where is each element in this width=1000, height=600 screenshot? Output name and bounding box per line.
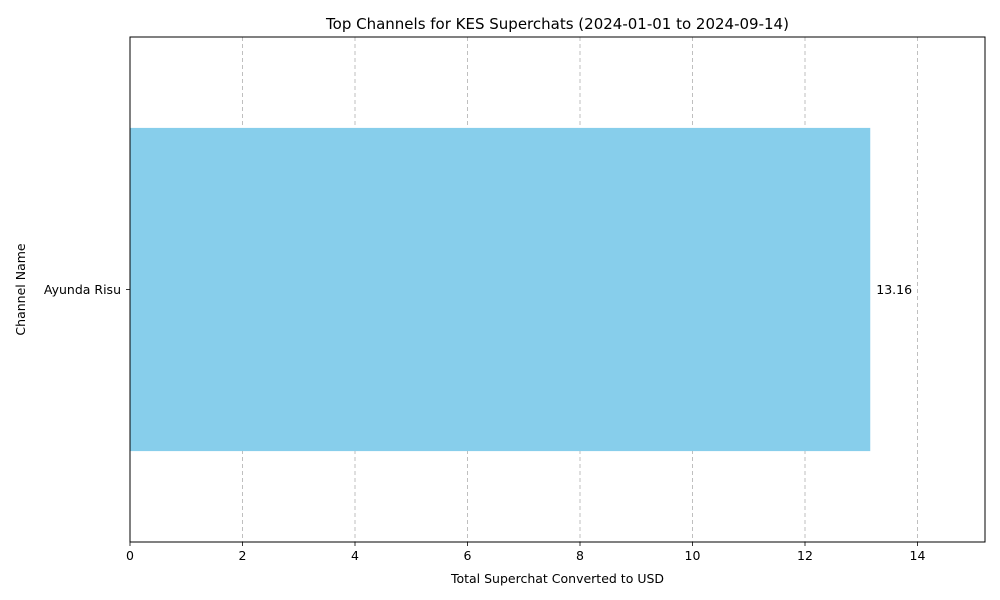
y-axis-label: Channel Name bbox=[13, 243, 28, 335]
x-tick-label: 0 bbox=[126, 548, 134, 563]
bar-value-label: 13.16 bbox=[876, 282, 912, 297]
bar bbox=[130, 127, 871, 452]
y-tick-label: Ayunda Risu bbox=[44, 282, 121, 297]
x-tick-label: 4 bbox=[351, 548, 359, 563]
x-tick-label: 12 bbox=[797, 548, 813, 563]
bars-group: 13.16 bbox=[130, 127, 912, 452]
x-axis-ticks: 0 2 4 6 8 10 12 14 bbox=[126, 542, 925, 563]
x-tick-label: 14 bbox=[910, 548, 926, 563]
x-tick-label: 6 bbox=[464, 548, 472, 563]
x-tick-label: 10 bbox=[685, 548, 701, 563]
x-tick-label: 8 bbox=[576, 548, 584, 563]
y-axis-ticks: Ayunda Risu bbox=[44, 282, 130, 297]
x-tick-label: 2 bbox=[239, 548, 247, 563]
x-axis-label: Total Superchat Converted to USD bbox=[450, 571, 664, 586]
chart-title: Top Channels for KES Superchats (2024-01… bbox=[325, 15, 789, 33]
